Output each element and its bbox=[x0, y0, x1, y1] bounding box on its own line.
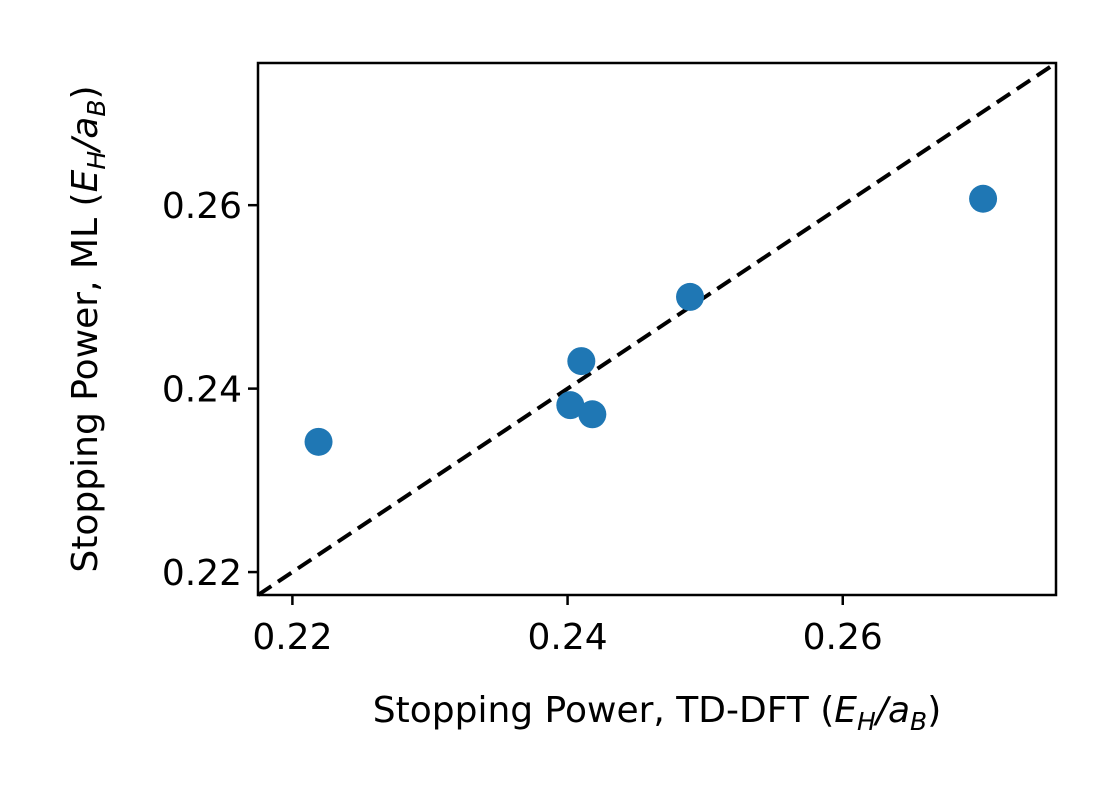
x-axis-label-prefix: Stopping Power, TD-DFT ( bbox=[373, 690, 835, 731]
data-point bbox=[567, 347, 596, 376]
y-axis-label-unit-e: E bbox=[65, 169, 106, 192]
data-point bbox=[969, 184, 998, 213]
y-axis-label-unit-e-sub: H bbox=[82, 151, 111, 170]
reference-diagonal-line bbox=[256, 61, 1058, 597]
x-tick-label: 0.26 bbox=[803, 617, 883, 658]
y-tick-label: 0.22 bbox=[162, 553, 242, 594]
x-tick-label: 0.22 bbox=[252, 617, 332, 658]
x-axis-label-unit-a-sub: B bbox=[910, 707, 927, 736]
x-axis-label-unit-e: E bbox=[834, 690, 857, 731]
x-axis-label-unit-a: a bbox=[888, 690, 910, 731]
x-axis-label: Stopping Power, TD-DFT (EH/aB) bbox=[373, 690, 941, 736]
y-axis-label-prefix: Stopping Power, ML ( bbox=[65, 192, 106, 572]
data-point bbox=[676, 282, 705, 311]
y-axis-label-unit-a-sub: B bbox=[82, 99, 111, 116]
data-point bbox=[578, 400, 607, 429]
points-layer bbox=[304, 184, 998, 456]
y-tick-label: 0.24 bbox=[162, 370, 242, 411]
x-axis-label-unit-e-sub: H bbox=[857, 707, 876, 736]
data-point bbox=[304, 427, 333, 456]
x-axis-label-slash: / bbox=[873, 690, 892, 731]
x-axis-label-suffix: ) bbox=[927, 690, 941, 731]
y-axis-label-suffix: ) bbox=[65, 85, 106, 99]
data-point bbox=[556, 391, 585, 420]
y-axis-label-slash: / bbox=[65, 135, 106, 154]
plot-frame bbox=[256, 61, 1058, 597]
y-axis-label: Stopping Power, ML (EH/aB) bbox=[65, 85, 111, 572]
y-tick-label: 0.26 bbox=[162, 186, 242, 227]
x-tick-label: 0.24 bbox=[527, 617, 607, 658]
y-axis-label-unit-a: a bbox=[65, 117, 106, 139]
ticks-layer: 0.22 0.24 0.26 0.22 0.24 0.26 bbox=[162, 186, 883, 658]
